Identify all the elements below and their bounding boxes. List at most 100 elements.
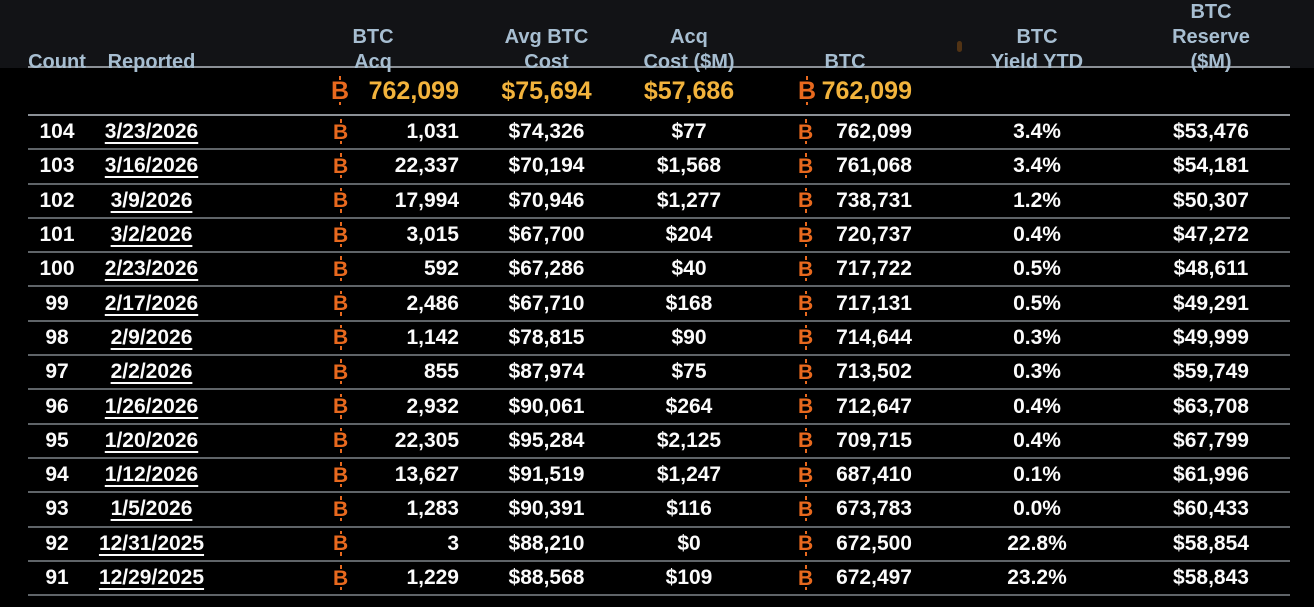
btc-yield-ytd-value: 3.4%: [1013, 120, 1061, 144]
report-date-link[interactable]: 3/9/2026: [110, 188, 193, 212]
column-header-btc: BTC: [750, 50, 918, 84]
bitcoin-icon: B: [333, 393, 349, 419]
column-header-label: BTC: [1190, 1, 1232, 23]
count-value: 99: [45, 291, 69, 315]
report-date-link[interactable]: 1/26/2026: [104, 394, 199, 418]
bitcoin-icon: B: [798, 153, 814, 179]
column-header-label: Cost: [524, 51, 569, 73]
report-date-link[interactable]: 1/12/2026: [104, 463, 199, 487]
acquisition-row: 91 12/29/2025 B 1,229 $88,568 $109 B 672…: [28, 562, 1290, 597]
reported-date-cell: 12/31/2025: [98, 532, 205, 556]
btc-acq-value: 22,337: [394, 154, 459, 178]
count-value: 97: [45, 360, 69, 384]
acquisition-rows: 104 3/23/2026 B 1,031 $74,326 $77 B 762,…: [28, 116, 1290, 597]
report-date-link[interactable]: 1/5/2026: [110, 497, 193, 521]
bitcoin-icon: B: [798, 256, 814, 282]
bitcoin-icon: B: [331, 76, 350, 105]
column-header-count: Count: [28, 50, 98, 84]
bitcoin-icon: B: [798, 222, 814, 248]
report-date-link[interactable]: 3/16/2026: [104, 154, 199, 178]
avg-btc-cost-value: $90,391: [508, 497, 585, 521]
totals-btc-acq-value: 762,099: [368, 76, 459, 105]
btc-reserve-value: $50,307: [1173, 188, 1249, 212]
report-date-link[interactable]: 2/2/2026: [110, 360, 193, 384]
avg-btc-cost-value: $88,568: [508, 566, 585, 589]
btc-total-value: 762,099: [836, 120, 912, 144]
report-date-link[interactable]: 3/2/2026: [110, 223, 193, 247]
acquisition-row: 94 1/12/2026 B 13,627 $91,519 $1,247 B 6…: [28, 459, 1290, 494]
avg-btc-cost-value: $88,210: [508, 531, 585, 555]
btc-yield-ytd-value: 0.1%: [1013, 463, 1061, 487]
avg-btc-cost-value: $95,284: [508, 428, 585, 452]
btc-reserve-value: $54,181: [1173, 154, 1249, 178]
btc-acq-cell: B 3,015: [205, 222, 465, 248]
count-value: 102: [39, 188, 75, 212]
bitcoin-icon: B: [798, 530, 814, 556]
reported-date-cell: 3/16/2026: [98, 154, 205, 178]
bitcoin-icon: B: [333, 565, 349, 590]
acq-cost-value: $77: [671, 120, 707, 144]
bitcoin-icon: B: [798, 393, 814, 419]
bitcoin-icon: B: [798, 324, 814, 350]
acq-cost-value: $0: [677, 531, 701, 555]
btc-acq-cell: B 13,627: [205, 462, 465, 488]
btc-yield-ytd-value: 23.2%: [1007, 566, 1067, 589]
btc-acq-cell: B 2,932: [205, 393, 465, 419]
btc-reserve-value: $49,999: [1173, 325, 1249, 349]
report-date-link[interactable]: 12/31/2025: [98, 531, 205, 555]
report-date-link[interactable]: 12/29/2025: [98, 566, 205, 589]
bitcoin-icon: B: [333, 222, 349, 248]
report-date-link[interactable]: 2/23/2026: [104, 257, 199, 281]
count-value: 94: [45, 463, 69, 487]
btc-total-value: 717,722: [836, 257, 912, 281]
btc-total-cell: B 720,737: [750, 222, 918, 248]
btc-acq-value: 2,932: [406, 394, 459, 418]
report-date-link[interactable]: 2/9/2026: [110, 325, 193, 349]
acq-cost-value: $264: [665, 394, 713, 418]
avg-btc-cost-value: $78,815: [508, 325, 585, 349]
btc-reserve-value: $60,433: [1173, 497, 1249, 521]
btc-reserve-value: $53,476: [1173, 120, 1249, 144]
report-date-link[interactable]: 3/23/2026: [104, 120, 199, 144]
reported-date-cell: 3/2/2026: [98, 223, 205, 247]
count-value: 103: [39, 154, 75, 178]
acq-cost-value: $109: [665, 566, 713, 589]
column-header-btc-yield-ytd: BTC Yield YTD: [918, 25, 1156, 84]
btc-acq-cell: B 1,229: [205, 565, 465, 590]
count-value: 95: [45, 428, 69, 452]
reported-date-cell: 2/2/2026: [98, 360, 205, 384]
btc-acq-value: 3,015: [406, 223, 459, 247]
btc-total-cell: B 762,099: [750, 119, 918, 145]
btc-total-value: 672,497: [836, 566, 912, 589]
btc-reserve-value: $58,854: [1173, 531, 1249, 555]
reported-date-cell: 12/29/2025: [98, 566, 205, 590]
acquisition-row: 98 2/9/2026 B 1,142 $78,815 $90 B 714,64…: [28, 322, 1290, 357]
totals-btc-value: 762,099: [821, 76, 912, 105]
btc-acq-value: 2,486: [406, 291, 459, 315]
column-header-label: Avg BTC: [504, 26, 589, 48]
acquisition-row: 96 1/26/2026 B 2,932 $90,061 $264 B 712,…: [28, 390, 1290, 425]
table-header-band: Count Reported BTC Acq Avg BTC Cost Acq …: [0, 0, 1314, 73]
btc-acq-cell: B 22,337: [205, 153, 465, 179]
column-header-label: Acq: [354, 51, 392, 73]
btc-yield-ytd-value: 0.5%: [1013, 291, 1061, 315]
reported-date-cell: 3/23/2026: [98, 120, 205, 144]
btc-total-cell: B 738,731: [750, 187, 918, 213]
count-value: 104: [39, 120, 75, 144]
column-header-label: Cost ($M): [643, 51, 735, 73]
btc-yield-ytd-value: 0.0%: [1013, 497, 1061, 521]
btc-acq-value: 3: [447, 531, 459, 555]
report-date-link[interactable]: 1/20/2026: [104, 428, 199, 452]
btc-yield-ytd-value: 22.8%: [1007, 531, 1067, 555]
btc-acq-cell: B 22,305: [205, 427, 465, 453]
column-header-acq-cost: Acq Cost ($M): [628, 25, 750, 84]
table-header-row: Count Reported BTC Acq Avg BTC Cost Acq …: [28, 0, 1290, 73]
btc-yield-ytd-value: 1.2%: [1013, 188, 1061, 212]
acq-cost-value: $1,247: [656, 463, 722, 487]
bitcoin-icon: B: [798, 76, 817, 105]
btc-total-value: 738,731: [836, 188, 912, 212]
report-date-link[interactable]: 2/17/2026: [104, 291, 199, 315]
bitcoin-icon: B: [798, 119, 814, 145]
reported-date-cell: 1/12/2026: [98, 463, 205, 487]
bitcoin-icon: B: [798, 496, 814, 522]
